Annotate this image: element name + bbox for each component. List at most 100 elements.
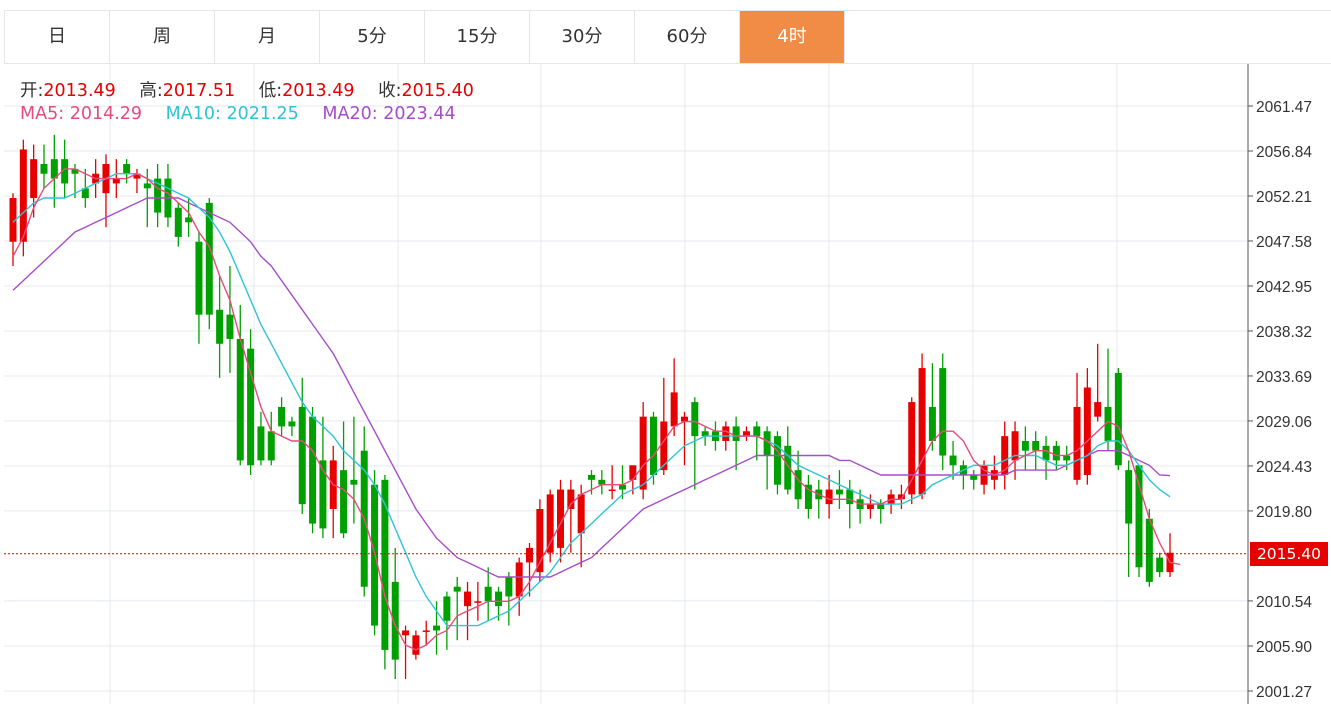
candle-body	[577, 494, 585, 534]
tab-month[interactable]: 月	[215, 11, 320, 63]
ma10-label: MA10:	[165, 104, 221, 124]
y-tick-label: 2061.47	[1256, 99, 1312, 116]
candle-body	[443, 596, 451, 621]
candle-body	[309, 416, 317, 524]
candle-body	[495, 591, 503, 607]
y-tick-label: 2029.06	[1256, 414, 1312, 431]
timeframe-tabs: 日 周 月 5分 15分 30分 60分 4时	[4, 10, 845, 64]
candle-body	[81, 188, 89, 199]
ma5-label: MA5:	[20, 104, 65, 124]
y-tick-label: 2047.58	[1256, 234, 1312, 251]
candle-body	[691, 402, 699, 437]
candle-body	[133, 173, 141, 179]
tab-day[interactable]: 日	[5, 11, 110, 63]
candle-body	[505, 577, 513, 597]
candle-body	[143, 183, 151, 189]
candle-body	[288, 421, 296, 427]
candle-body	[422, 630, 430, 632]
ma5-value: 2014.29	[69, 104, 143, 124]
candle-body	[1125, 470, 1133, 524]
tab-15min[interactable]: 15分	[425, 11, 530, 63]
candle-body	[1094, 402, 1102, 417]
candle-body	[1011, 431, 1019, 461]
candle-body	[267, 431, 275, 461]
candle-body	[763, 431, 771, 456]
candle-body	[567, 489, 575, 509]
candle-body	[278, 406, 286, 427]
high-value: 2017.51	[162, 81, 236, 101]
candle-body	[784, 445, 792, 490]
candle-body	[1032, 440, 1040, 451]
candle-body	[1063, 455, 1071, 461]
candle-body	[515, 562, 523, 597]
candle-body	[40, 164, 48, 174]
candle-body	[732, 426, 740, 441]
candle-body	[1021, 440, 1029, 451]
tab-60min[interactable]: 60分	[635, 11, 740, 63]
candle-body	[474, 601, 482, 603]
candle-body	[453, 586, 461, 592]
y-tick-label: 2033.69	[1256, 369, 1312, 386]
candle-body	[1156, 557, 1164, 573]
ohlc-readout: 开:2013.49 高:2017.51 低:2013.49 收:2015.40	[20, 77, 474, 102]
candle-body	[402, 630, 410, 636]
low-label: 低:	[258, 81, 283, 101]
candle-body	[319, 460, 327, 529]
y-tick-label: 2042.95	[1256, 279, 1312, 296]
y-tick-label: 2005.90	[1256, 639, 1312, 656]
candle-body	[412, 635, 420, 655]
candle-body	[1145, 518, 1153, 582]
candle-body	[546, 494, 554, 553]
candle-body	[340, 470, 348, 534]
y-tick-label: 2001.27	[1256, 684, 1312, 701]
y-tick-label: 2052.21	[1256, 189, 1312, 206]
candle-body	[804, 484, 812, 509]
candle-body	[753, 426, 761, 437]
tab-30min[interactable]: 30分	[530, 11, 635, 63]
ma-readout: MA5: 2014.29 MA10: 2021.25 MA20: 2023.44	[20, 104, 456, 124]
candle-body	[536, 508, 544, 573]
candle-body	[939, 368, 947, 456]
candle-body	[773, 436, 781, 485]
candle-body	[908, 402, 916, 495]
candle-body	[1104, 406, 1112, 441]
candle-body	[205, 202, 213, 315]
tab-bar-filler	[845, 10, 1331, 64]
candle-body	[660, 421, 668, 471]
candle-body	[588, 474, 595, 480]
close-value: 2015.40	[401, 81, 474, 101]
ma10-line	[12, 172, 1171, 627]
candle-body	[247, 348, 255, 466]
candle-body	[825, 489, 833, 505]
ma20-value: 2023.44	[383, 104, 456, 124]
candle-body	[1114, 372, 1122, 466]
candle-body	[742, 431, 750, 437]
y-tick-label: 2019.80	[1256, 504, 1312, 521]
tab-week[interactable]: 周	[110, 11, 215, 63]
candle-body	[257, 426, 265, 461]
tab-4hour[interactable]: 4时	[740, 11, 845, 63]
candle-body	[174, 207, 182, 237]
candle-body	[680, 416, 688, 422]
candle-body	[701, 431, 709, 437]
candle-body	[598, 479, 606, 485]
candle-body	[30, 159, 38, 199]
candle-body	[1001, 436, 1009, 475]
candle-body	[123, 164, 131, 174]
candle-body	[1042, 445, 1050, 461]
candle-body	[1052, 445, 1060, 461]
candle-body	[897, 494, 905, 500]
ma20-label: MA20:	[322, 104, 378, 124]
low-value: 2013.49	[282, 81, 355, 101]
candle-body	[794, 470, 802, 500]
candle-body	[970, 474, 978, 480]
candle-body	[195, 241, 203, 315]
candle-body	[918, 368, 926, 495]
candle-body	[629, 465, 637, 480]
high-label: 高:	[139, 81, 163, 101]
last-price-tag: 2015.40	[1250, 541, 1328, 566]
candle-body	[298, 406, 306, 505]
candle-body	[226, 314, 234, 339]
y-tick-label: 2038.32	[1256, 324, 1312, 341]
tab-5min[interactable]: 5分	[320, 11, 425, 63]
